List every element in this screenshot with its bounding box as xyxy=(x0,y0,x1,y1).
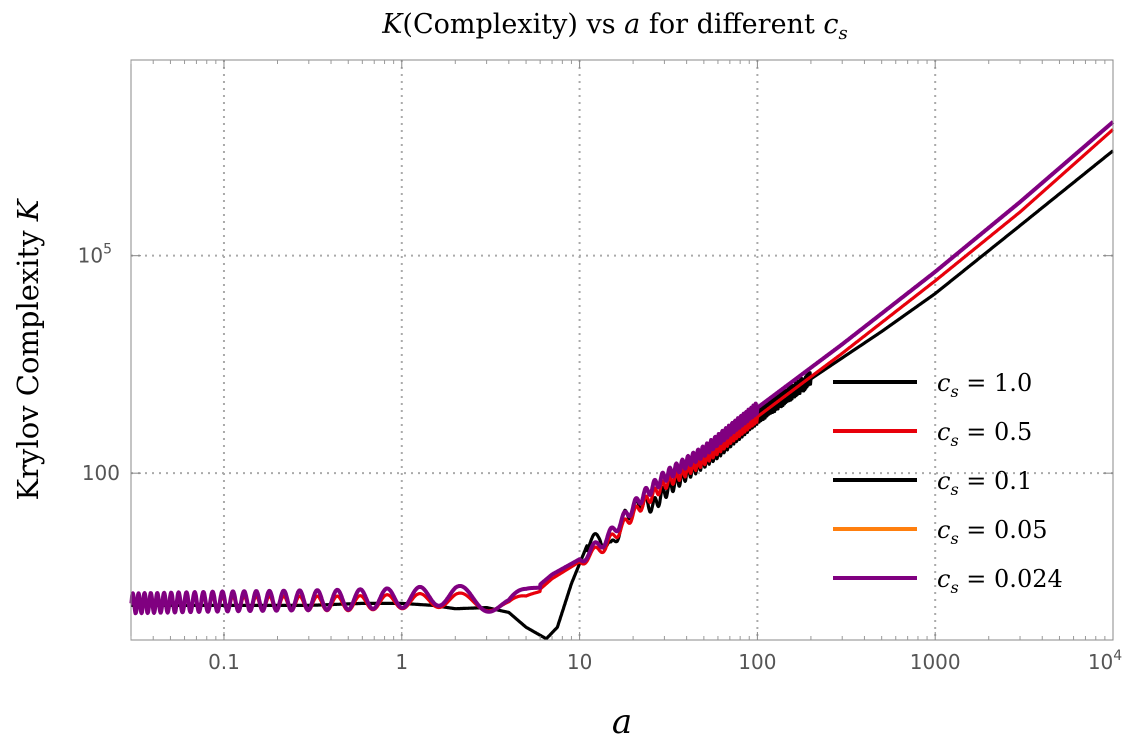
legend-label: cs = 0.05 xyxy=(937,516,1047,548)
y-tick-label: 105 xyxy=(78,242,112,268)
x-tick-label-exponent: 4 xyxy=(1113,648,1122,664)
legend-sym: c xyxy=(937,516,950,544)
series-layer xyxy=(129,120,1115,641)
legend-sym: c xyxy=(937,369,950,397)
title-var: a xyxy=(624,9,640,40)
title-paren: (Complexity) vs xyxy=(402,9,624,40)
x-tick-layer: 0.1 1 10 100 1000 104 xyxy=(130,60,1122,674)
legend-sym: c xyxy=(937,565,950,593)
title-sub: s xyxy=(839,23,848,44)
y-axis-label: Krylov Complexity K xyxy=(11,197,45,500)
grid-layer xyxy=(131,60,1113,640)
y-axis-label-sym: K xyxy=(11,197,45,222)
y-tick-label: 100 xyxy=(82,461,120,485)
legend-label: cs = 0.1 xyxy=(937,467,1032,499)
chart-title: K(Complexity) vs a for different cs xyxy=(381,9,848,44)
y-tick-layer: 100 105 xyxy=(78,242,1113,485)
legend-sub: s xyxy=(950,480,958,499)
legend-val: = 0.5 xyxy=(959,418,1033,446)
legend-sym: c xyxy=(937,467,950,495)
x-tick-label: 1 xyxy=(395,650,408,674)
plot-frame xyxy=(130,59,1114,641)
y-axis-label-text: Krylov Complexity xyxy=(11,221,45,500)
series-line xyxy=(129,120,1115,616)
x-tick-label: 0.1 xyxy=(208,650,240,674)
legend-label: cs = 0.5 xyxy=(937,418,1032,450)
title-rest: for different xyxy=(640,9,823,40)
legend-sub: s xyxy=(950,431,958,450)
legend-val: = 0.05 xyxy=(959,516,1048,544)
legend-sub: s xyxy=(950,382,958,401)
x-tick-label: 10 xyxy=(567,650,592,674)
y-tick-label-exponent: 5 xyxy=(103,242,112,258)
x-tick-label: 1000 xyxy=(910,650,961,674)
legend-sym: c xyxy=(937,418,950,446)
legend-label: cs = 1.0 xyxy=(937,369,1032,401)
x-tick-label: 100 xyxy=(738,650,776,674)
legend-val: = 0.1 xyxy=(959,467,1033,495)
legend-val: = 1.0 xyxy=(959,369,1033,397)
x-tick-label: 104 xyxy=(1088,648,1122,674)
title-k: K xyxy=(381,9,404,40)
legend-label: cs = 0.024 xyxy=(937,565,1063,597)
legend-sub: s xyxy=(950,578,958,597)
legend-sub: s xyxy=(950,529,958,548)
x-axis-label: a xyxy=(612,702,632,742)
title-sym: c xyxy=(823,9,838,40)
legend-val: = 0.024 xyxy=(959,565,1063,593)
